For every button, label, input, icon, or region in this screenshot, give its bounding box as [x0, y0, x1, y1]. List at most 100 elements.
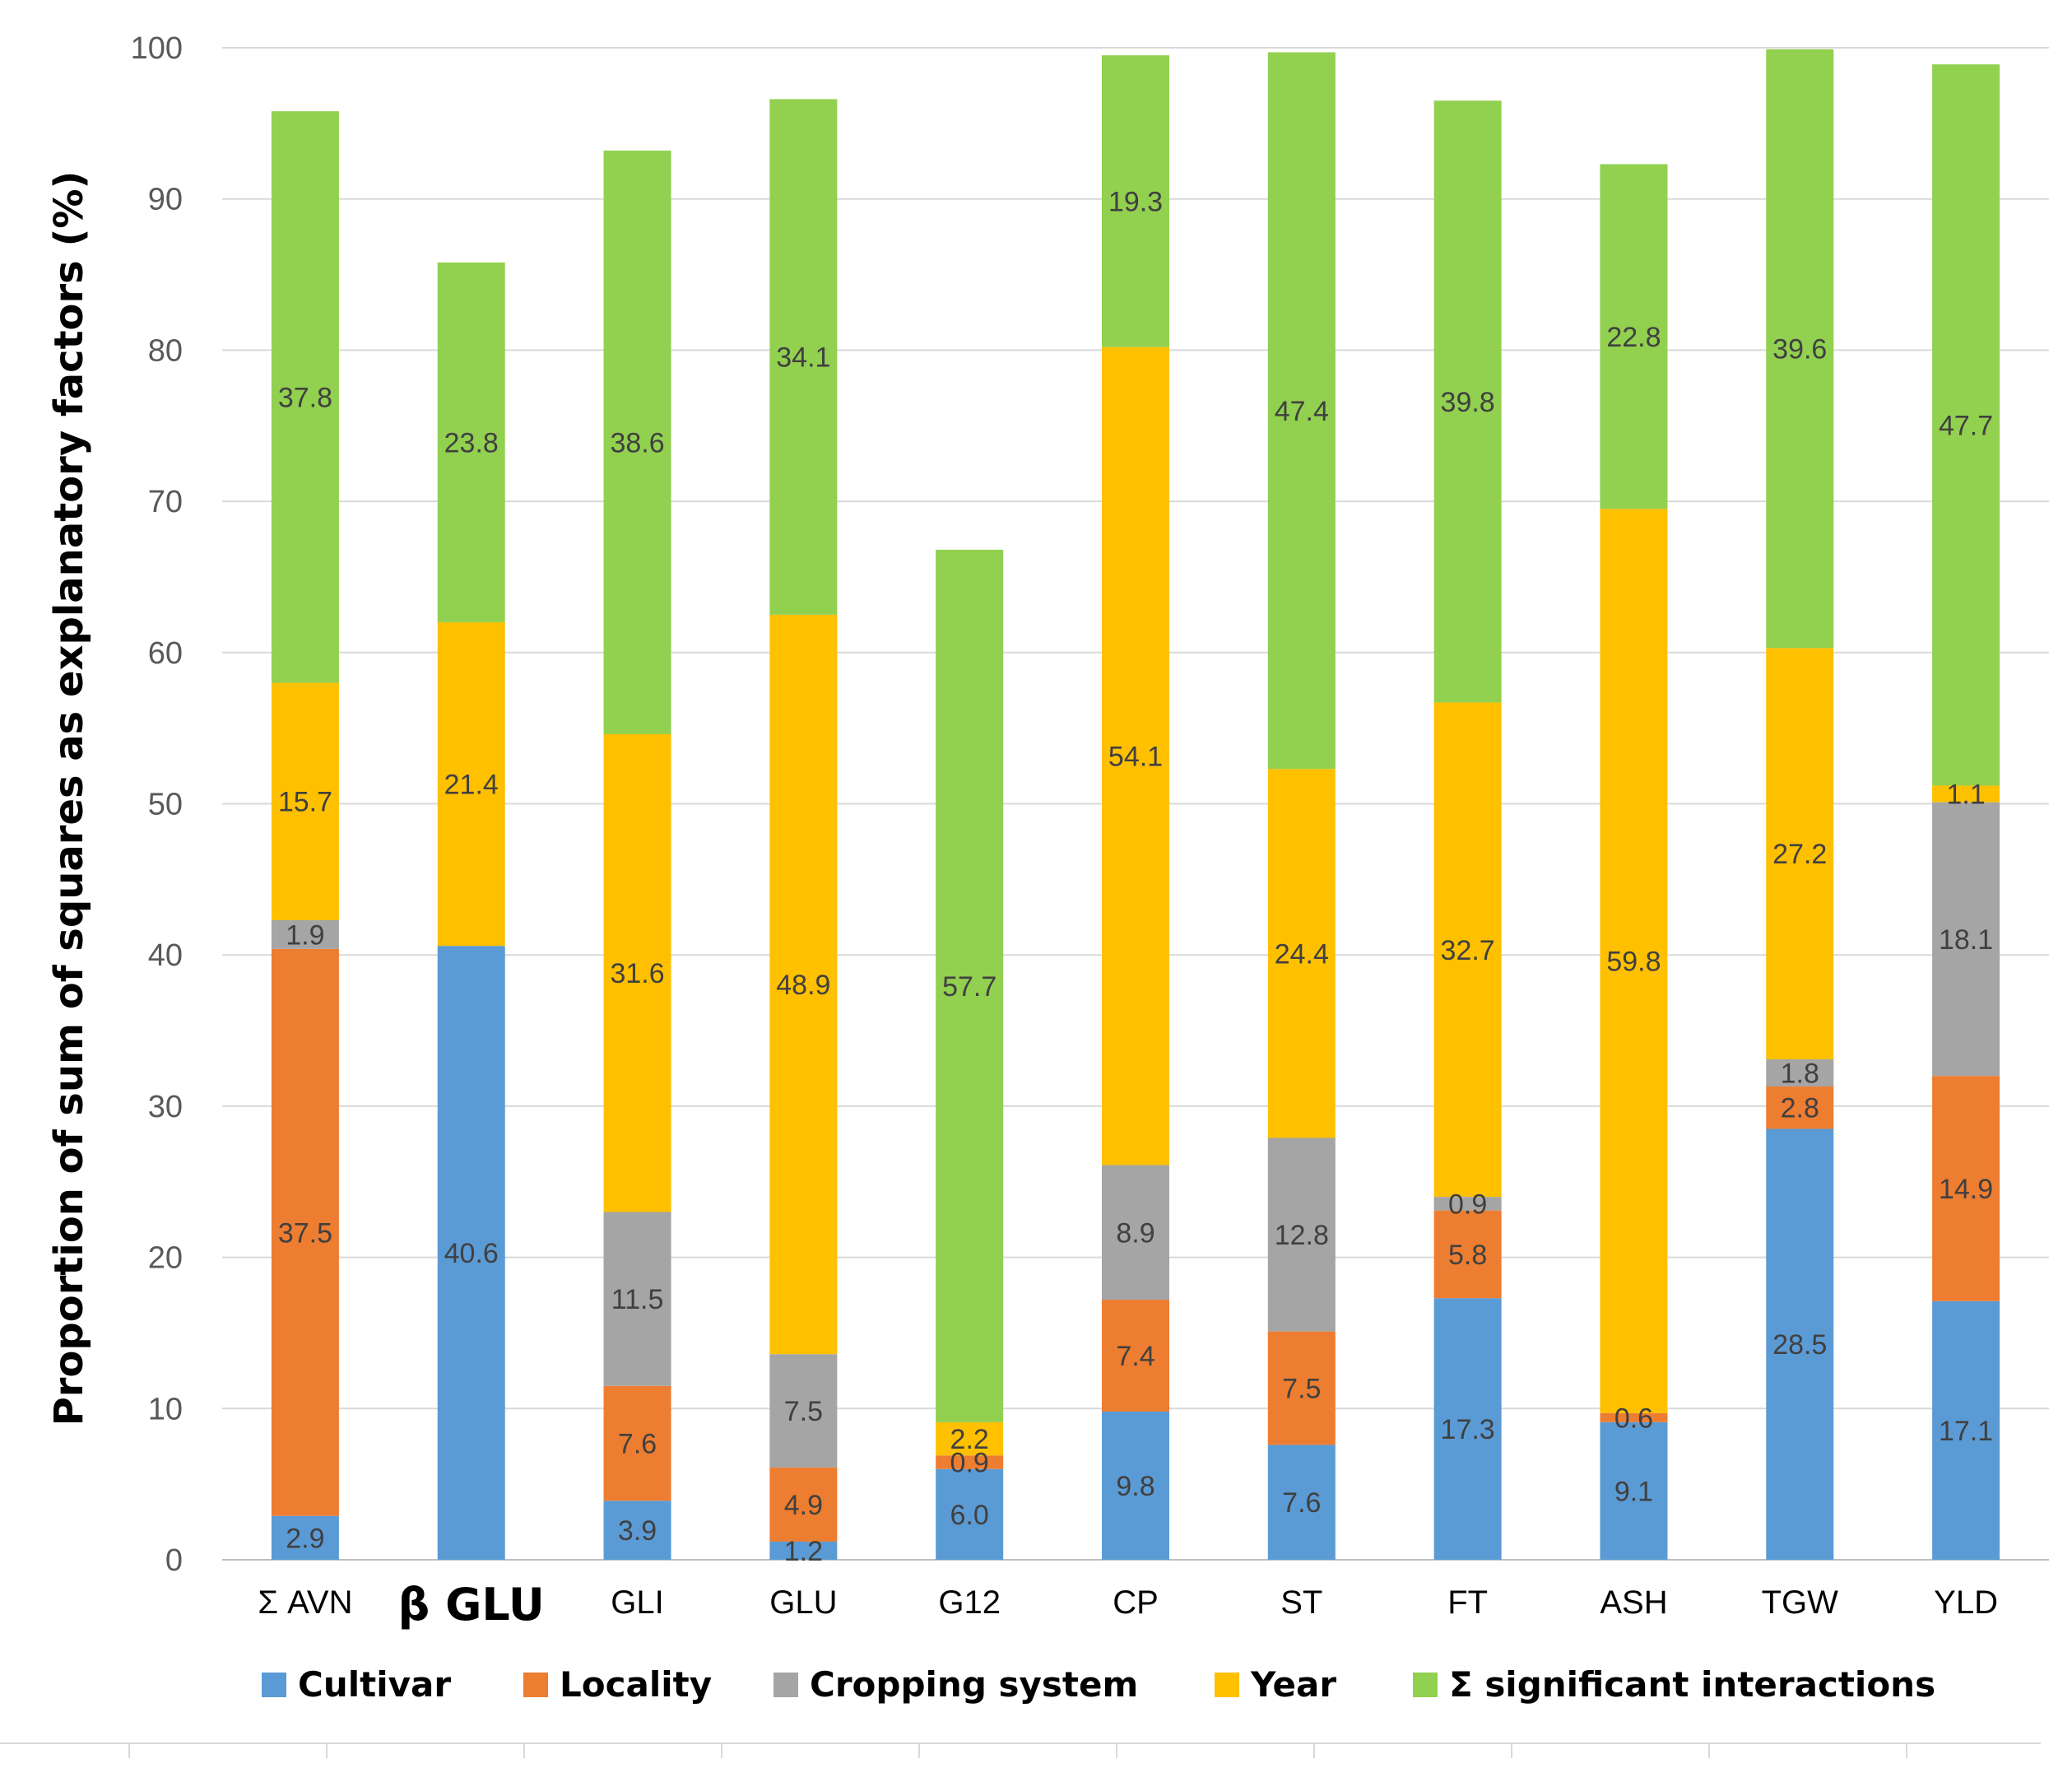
x-category-label: FT — [1447, 1584, 1488, 1621]
legend-label: Locality — [560, 1664, 712, 1705]
legend-swatch — [523, 1673, 548, 1697]
bar-segment — [437, 622, 505, 947]
x-category-label: GLU — [769, 1584, 837, 1621]
y-tick-label: 30 — [148, 1090, 183, 1124]
data-label: 8.9 — [1116, 1217, 1154, 1249]
bar-segment — [603, 150, 671, 734]
data-label: 48.9 — [776, 970, 830, 1001]
data-label: 39.8 — [1441, 387, 1495, 418]
bar-segment — [1932, 64, 2000, 786]
data-label: 37.8 — [278, 382, 332, 413]
x-category-label: Σ AVN — [258, 1584, 352, 1621]
x-category-label: G12 — [938, 1584, 1001, 1621]
bar-segment — [1766, 49, 1834, 649]
data-label: 18.1 — [1939, 924, 1993, 956]
data-label: 39.6 — [1772, 334, 1827, 365]
y-tick-label: 20 — [148, 1241, 183, 1276]
data-label: 12.8 — [1275, 1220, 1329, 1251]
data-label: 14.9 — [1939, 1174, 1993, 1205]
x-category-label: ST — [1280, 1584, 1322, 1621]
data-label: 2.2 — [950, 1424, 989, 1455]
data-label: 7.5 — [1282, 1374, 1321, 1405]
y-tick-label: 10 — [148, 1392, 183, 1426]
bar-segment — [769, 1541, 838, 1560]
data-label: 19.3 — [1108, 186, 1163, 217]
bar-segment — [1102, 1165, 1169, 1300]
bar-segment — [1433, 1197, 1502, 1211]
bar-segment — [1932, 802, 2000, 1077]
y-axis-ticks: 0 10 20 30 40 50 60 70 80 90 100 — [131, 31, 183, 1578]
data-label: 3.9 — [618, 1515, 657, 1547]
bar-segment — [1766, 1128, 1834, 1560]
bar-segment — [1600, 164, 1668, 509]
data-label: 34.1 — [776, 342, 830, 374]
data-label: 28.5 — [1772, 1329, 1827, 1361]
bar-segment — [769, 1354, 838, 1468]
bar-segment — [603, 1212, 671, 1386]
y-tick-label: 70 — [148, 485, 183, 519]
bar-segment — [603, 1385, 671, 1501]
bar-segment — [1932, 785, 2000, 803]
data-label: 1.1 — [1946, 779, 1985, 811]
data-label: 31.6 — [610, 958, 664, 989]
data-label: 54.1 — [1108, 742, 1163, 773]
bar-segment — [936, 549, 1004, 1422]
data-label: 17.3 — [1441, 1414, 1495, 1445]
data-label: 15.7 — [278, 787, 332, 818]
bar-segment — [936, 1455, 1004, 1469]
data-label: 2.8 — [1781, 1093, 1819, 1124]
bar-segment — [1600, 1421, 1668, 1560]
legend-swatch — [1215, 1673, 1239, 1697]
x-category-label: YLD — [1934, 1584, 1998, 1621]
y-axis-label: Proportion of sum of squares as explanat… — [46, 171, 92, 1426]
data-label: 11.5 — [611, 1284, 664, 1315]
legend-swatch — [774, 1673, 798, 1697]
bar-segment — [1433, 702, 1502, 1198]
x-axis-categories: Σ AVN β GLU GLI GLU G12 CP ST FT ASH TGW YLD — [258, 1579, 1998, 1631]
data-label: 57.7 — [942, 971, 997, 1003]
legend-label: Cultivar — [298, 1664, 451, 1705]
data-label: 1.2 — [784, 1536, 823, 1567]
bar-segment — [437, 946, 505, 1560]
bar-segment — [271, 919, 339, 949]
data-label: 32.7 — [1441, 935, 1495, 966]
data-label: 1.9 — [286, 919, 324, 951]
data-label: 47.7 — [1939, 410, 1993, 441]
bar-segment — [769, 1467, 838, 1542]
bar-segment — [1267, 1331, 1336, 1445]
data-label: 5.8 — [1448, 1240, 1487, 1271]
data-label: 22.8 — [1606, 322, 1661, 353]
bar-segment — [603, 1500, 671, 1560]
data-label: 17.1 — [1939, 1416, 1993, 1447]
bar-segment — [1267, 1138, 1336, 1332]
bar-segment — [1932, 1300, 2000, 1560]
bar-segment — [271, 682, 339, 920]
data-label: 27.2 — [1772, 839, 1827, 870]
data-label: 59.8 — [1606, 947, 1661, 978]
bar-segment — [1433, 100, 1502, 703]
legend-label: Σ significant interactions — [1449, 1664, 1935, 1705]
data-label: 0.9 — [950, 1448, 989, 1479]
bar-segment — [769, 614, 838, 1355]
bar-segment — [1766, 1058, 1834, 1087]
data-label: 7.5 — [784, 1396, 823, 1427]
data-label: 4.9 — [784, 1490, 823, 1521]
bar-segment — [1102, 1411, 1169, 1560]
bar-segment — [1433, 1298, 1502, 1560]
bar-segment — [1267, 52, 1336, 770]
bottom-frame — [0, 1742, 2041, 1758]
x-category-label: β GLU — [398, 1579, 545, 1631]
data-label: 37.5 — [278, 1217, 332, 1249]
y-tick-label: 80 — [148, 333, 183, 368]
bar-segment — [271, 111, 339, 683]
legend-label: Year — [1250, 1664, 1336, 1705]
data-label: 6.0 — [950, 1500, 989, 1531]
bar-segment — [1766, 1086, 1834, 1129]
bar-segment — [769, 99, 838, 615]
data-label: 7.6 — [618, 1429, 657, 1460]
data-label: 7.4 — [1116, 1341, 1154, 1372]
data-label: 0.6 — [1614, 1403, 1653, 1434]
data-label: 40.6 — [444, 1238, 499, 1269]
data-label: 2.9 — [286, 1523, 324, 1554]
